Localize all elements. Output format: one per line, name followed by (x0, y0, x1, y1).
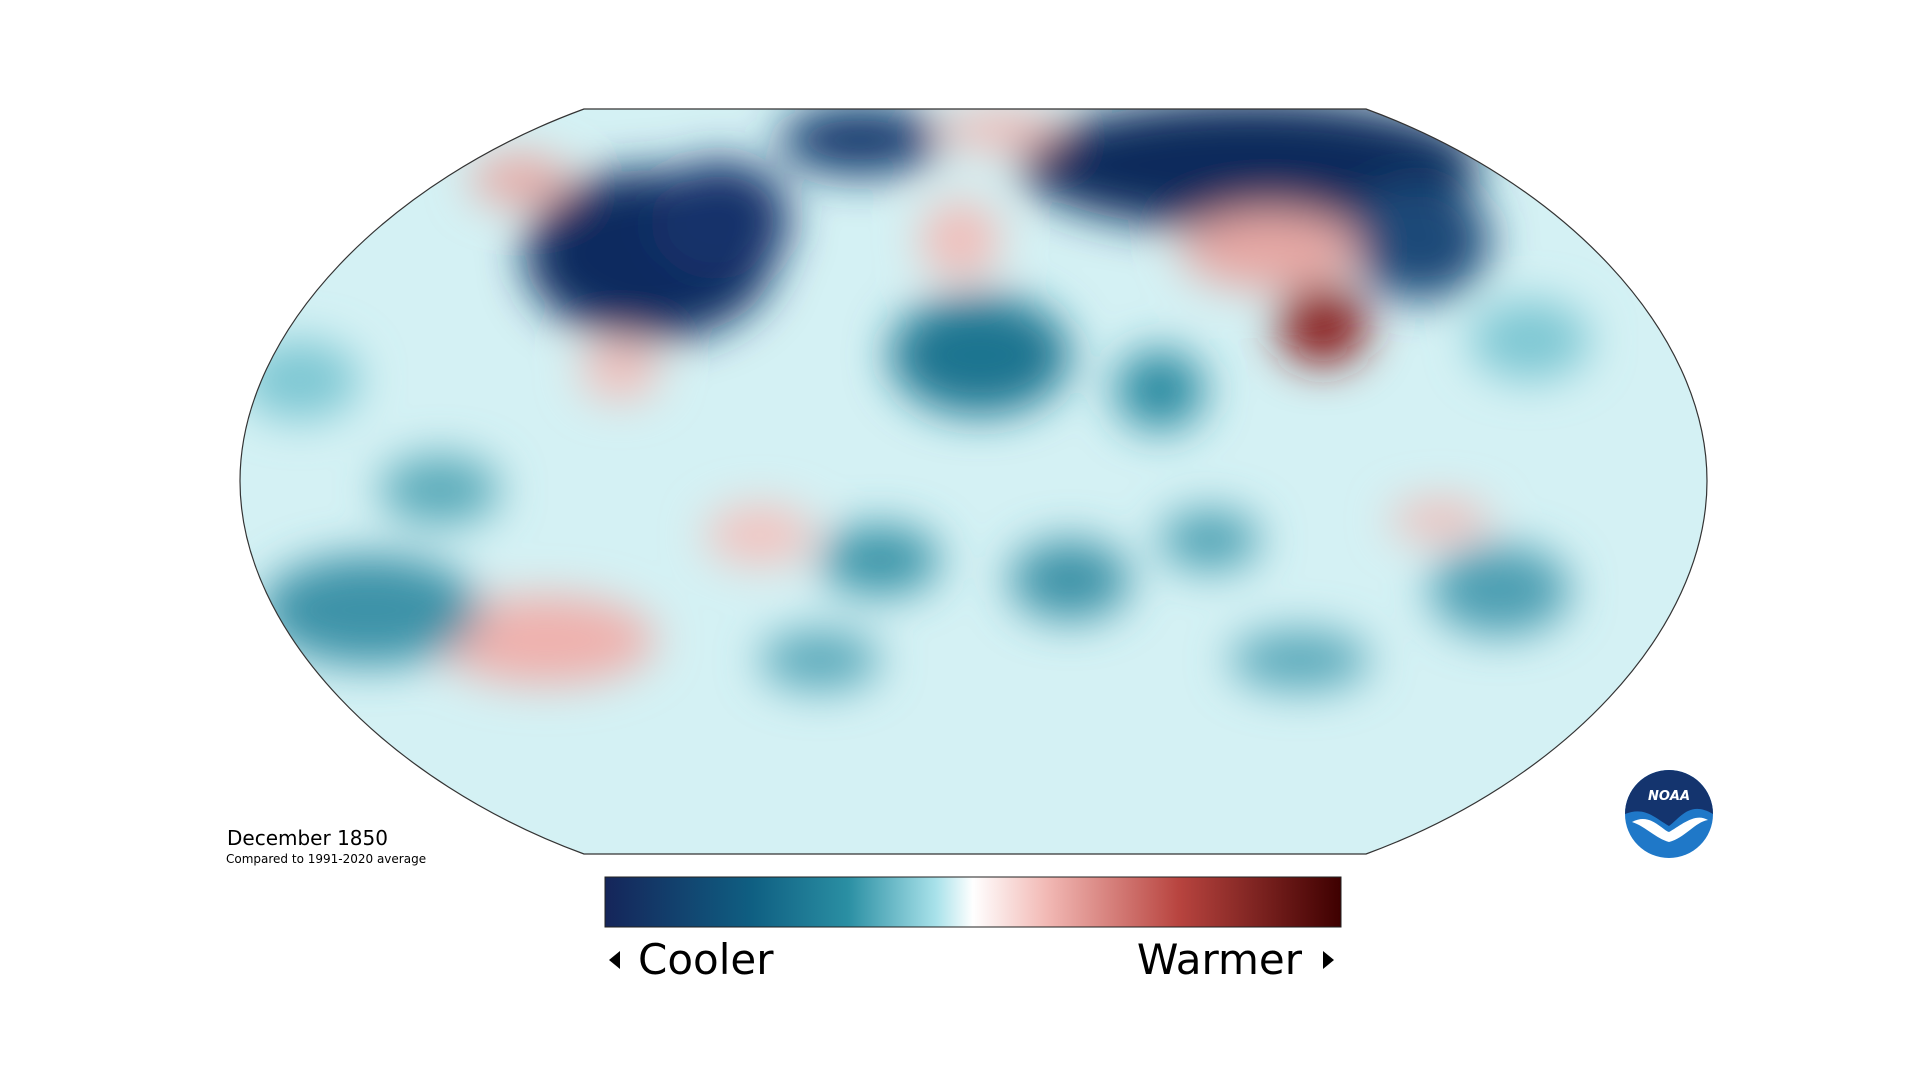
anomaly-field (240, 109, 1707, 854)
noaa-logo: NOAA (1625, 770, 1713, 858)
right-arrow (1323, 951, 1334, 969)
legend-high: Warmer (1137, 935, 1303, 984)
logo-text: NOAA (1648, 789, 1690, 804)
legend-low: Cooler (638, 935, 774, 984)
left-arrow (609, 951, 620, 969)
map-outline (239, 108, 1708, 855)
map-title: December 1850 (227, 826, 388, 850)
map-subtitle: Compared to 1991-2020 average (226, 852, 426, 866)
color-scale (604, 876, 1342, 928)
